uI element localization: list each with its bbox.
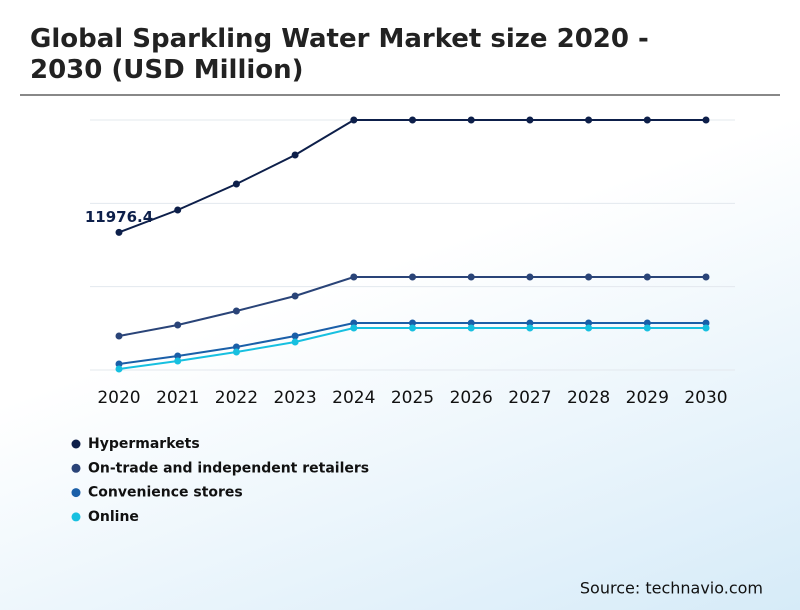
data-point: [643, 116, 651, 124]
data-point: [232, 307, 240, 315]
data-point: [115, 332, 123, 340]
data-point: [702, 319, 710, 327]
data-point: [585, 324, 593, 332]
legend-marker: [71, 488, 81, 498]
x-tick-label: 2022: [215, 388, 258, 408]
x-tick-label: 2024: [332, 388, 375, 408]
x-tick-label: 2025: [391, 388, 434, 408]
data-point: [409, 116, 416, 124]
legend-marker: [71, 439, 81, 449]
x-tick-label: 2026: [450, 388, 493, 408]
data-point: [702, 324, 710, 332]
data-point: [115, 365, 123, 373]
data-point: [174, 352, 182, 360]
data-point: [585, 319, 593, 327]
legend-marker: [71, 463, 81, 473]
data-point: [409, 324, 416, 332]
data-point: [232, 343, 240, 351]
data-point: [585, 273, 593, 281]
data-point: [350, 324, 358, 332]
x-tick-label: 2023: [273, 388, 316, 408]
data-point: [702, 116, 710, 124]
x-tick-label: 2020: [97, 388, 140, 408]
data-point: [643, 319, 651, 327]
data-point: [467, 324, 475, 332]
data-point: [115, 360, 123, 368]
data-point: [467, 116, 475, 124]
legend-label: On-trade and independent retailers: [88, 460, 369, 476]
series-line: [118, 119, 706, 234]
data-point: [115, 228, 123, 236]
legend-marker: [71, 512, 81, 522]
data-point: [350, 319, 358, 327]
legend-label: Online: [88, 509, 139, 525]
data-point: [350, 273, 358, 281]
data-point: [174, 321, 182, 329]
data-point: [643, 324, 651, 332]
chart-title: Global Sparkling Water Market size 2020 …: [30, 24, 649, 85]
data-label: 11976.4: [85, 208, 153, 226]
data-point: [174, 357, 182, 365]
x-tick-label: 2030: [684, 388, 727, 408]
data-point: [702, 273, 710, 281]
data-point: [232, 180, 240, 188]
data-point: [409, 319, 416, 327]
data-point: [526, 273, 534, 281]
data-point: [467, 273, 475, 281]
data-point: [526, 116, 534, 124]
data-point: [643, 273, 651, 281]
x-tick-label: 2028: [567, 388, 610, 408]
x-tick-label: 2029: [626, 388, 669, 408]
data-point: [291, 332, 299, 340]
data-point: [291, 151, 299, 159]
data-point: [526, 324, 534, 332]
data-point: [291, 338, 299, 346]
data-point: [409, 273, 416, 281]
data-point: [232, 348, 240, 356]
x-tick-label: 2021: [156, 388, 199, 408]
data-point: [585, 116, 593, 124]
x-tick-label: 2027: [508, 388, 551, 408]
data-point: [350, 116, 358, 124]
series-line: [118, 327, 706, 370]
title-rule: [20, 94, 780, 96]
data-point: [526, 319, 534, 327]
legend-label: Convenience stores: [88, 485, 243, 501]
data-point: [174, 206, 182, 214]
legend-label: Hypermarkets: [88, 436, 200, 452]
source: Source: technavio.com: [580, 579, 763, 598]
data-point: [467, 319, 475, 327]
data-point: [291, 292, 299, 300]
